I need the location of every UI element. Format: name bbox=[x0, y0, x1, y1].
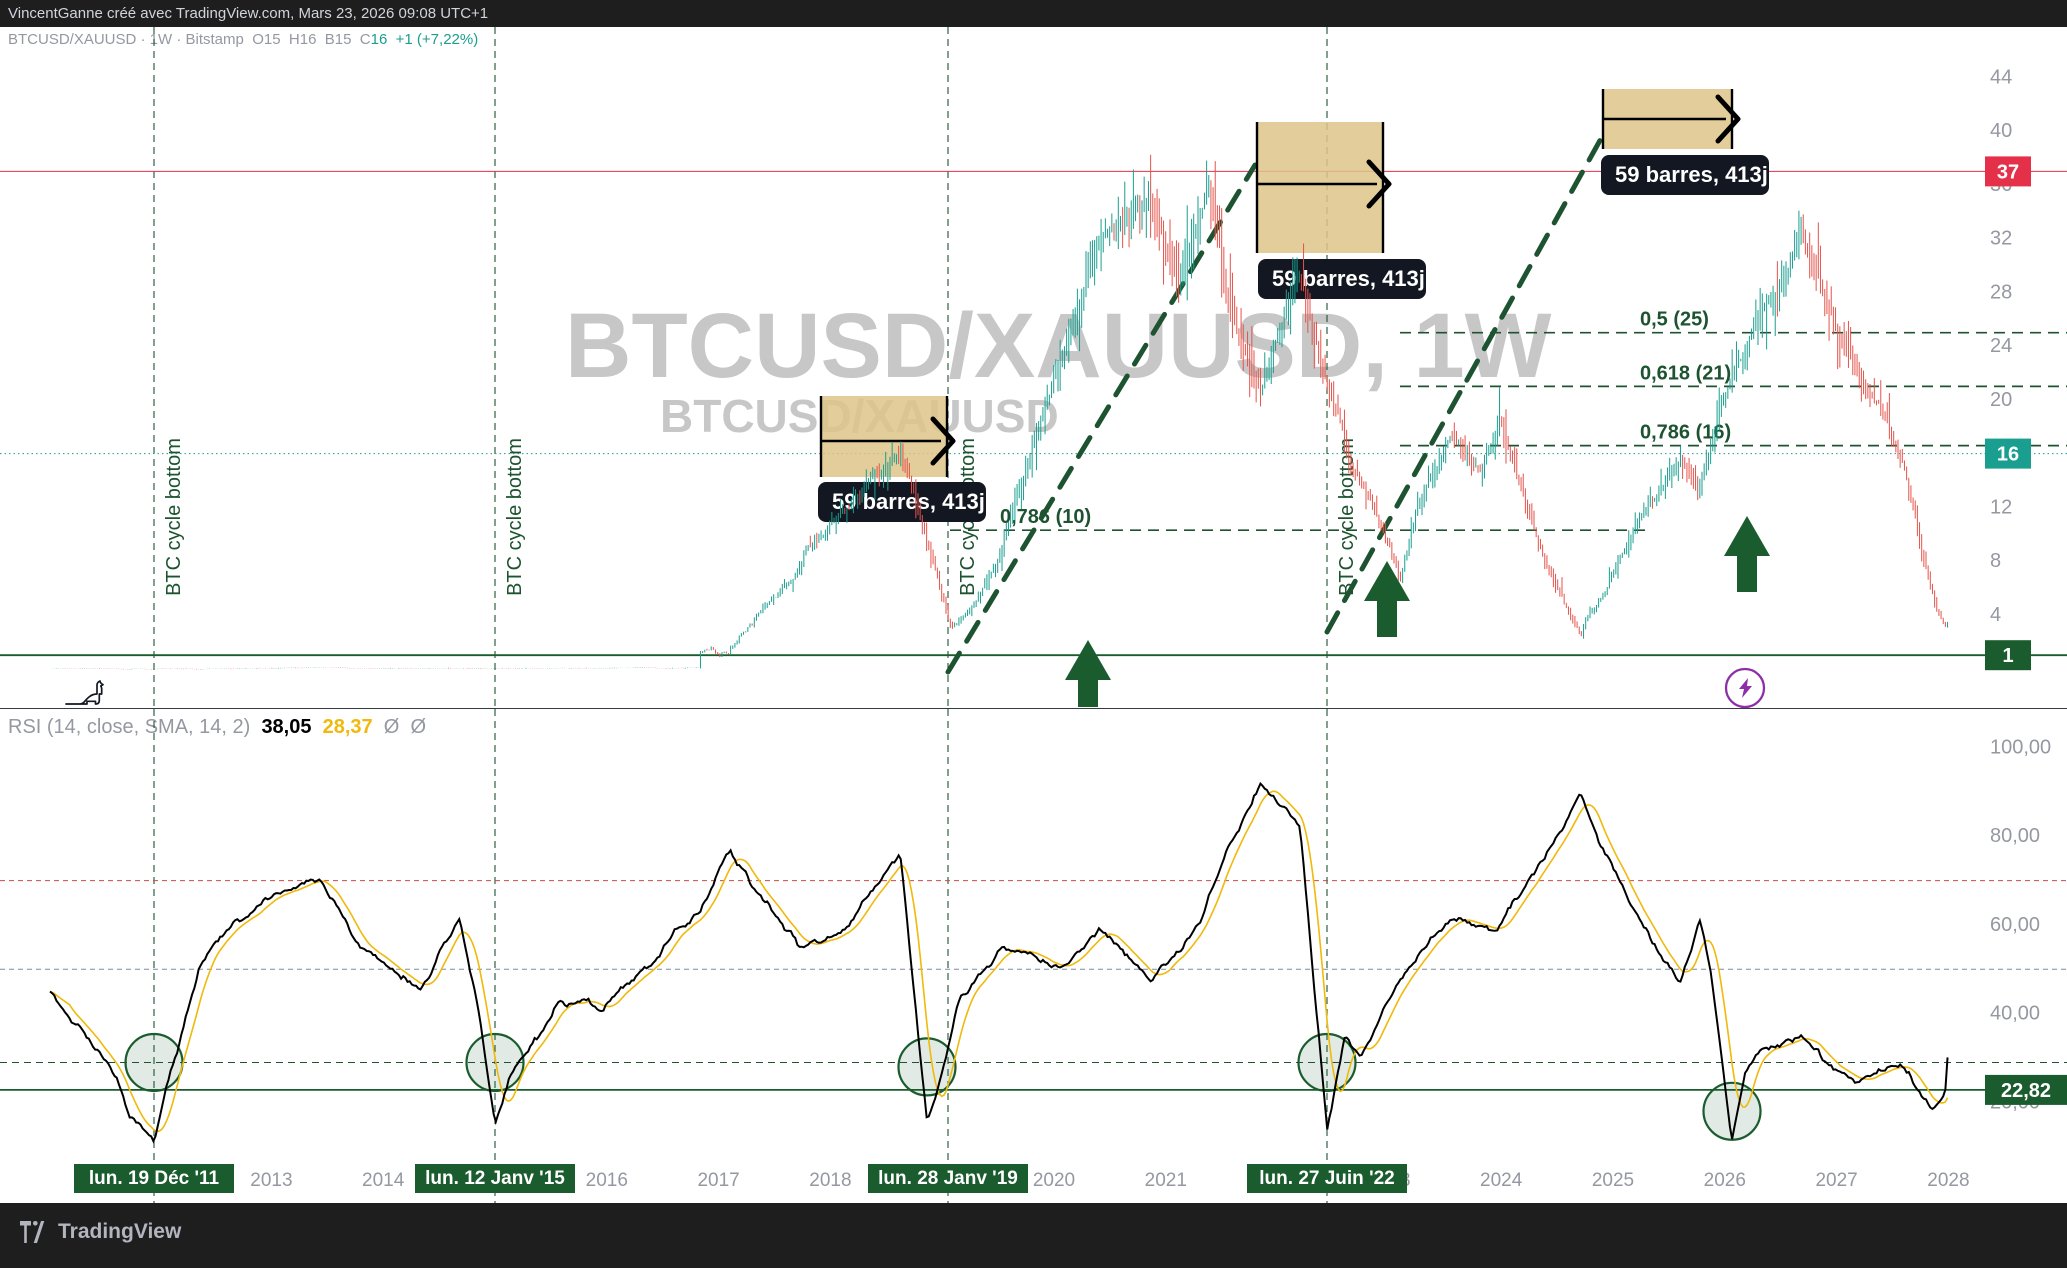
svg-text:12: 12 bbox=[1990, 496, 2012, 518]
svg-text:40: 40 bbox=[1990, 120, 2012, 142]
svg-text:BTC cycle bottom: BTC cycle bottom bbox=[163, 438, 185, 596]
svg-text:0,5 (25): 0,5 (25) bbox=[1640, 309, 1709, 331]
svg-text:32: 32 bbox=[1990, 228, 2012, 250]
svg-text:44: 44 bbox=[1990, 66, 2012, 88]
svg-text:BTC cycle bottom: BTC cycle bottom bbox=[1336, 438, 1358, 596]
svg-text:8: 8 bbox=[1990, 550, 2001, 572]
svg-text:4: 4 bbox=[1990, 604, 2001, 626]
svg-text:BTC cycle bottom: BTC cycle bottom bbox=[504, 438, 526, 596]
svg-text:24: 24 bbox=[1990, 335, 2012, 357]
svg-text:100,00: 100,00 bbox=[1990, 737, 2051, 759]
svg-text:40,00: 40,00 bbox=[1990, 1003, 2040, 1025]
svg-text:28: 28 bbox=[1990, 281, 2012, 303]
svg-text:0,618 (21): 0,618 (21) bbox=[1640, 362, 1731, 384]
svg-text:59 barres, 413j: 59 barres, 413j bbox=[832, 489, 985, 514]
svg-text:60,00: 60,00 bbox=[1990, 914, 2040, 936]
svg-text:1: 1 bbox=[2002, 645, 2013, 667]
svg-text:20: 20 bbox=[1990, 389, 2012, 411]
svg-text:37: 37 bbox=[1997, 161, 2019, 183]
svg-text:RSI (14, close, SMA, 14, 2) 3: RSI (14, close, SMA, 14, 2) 38,05 28,37 … bbox=[8, 716, 426, 738]
svg-text:59 barres, 413j: 59 barres, 413j bbox=[1615, 162, 1768, 187]
svg-text:16: 16 bbox=[1997, 444, 2019, 466]
svg-text:80,00: 80,00 bbox=[1990, 825, 2040, 847]
svg-text:22,82: 22,82 bbox=[2001, 1080, 2051, 1102]
